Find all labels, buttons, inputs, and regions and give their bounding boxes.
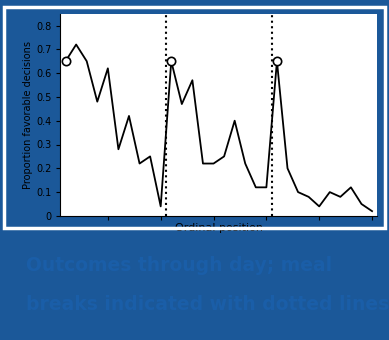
Text: breaks indicated with dotted lines.: breaks indicated with dotted lines. xyxy=(26,294,389,313)
X-axis label: Ordinal position: Ordinal position xyxy=(175,223,263,233)
Y-axis label: Proportion favorable decisions: Proportion favorable decisions xyxy=(23,41,33,189)
Text: Outcomes through day; meal: Outcomes through day; meal xyxy=(26,256,333,275)
